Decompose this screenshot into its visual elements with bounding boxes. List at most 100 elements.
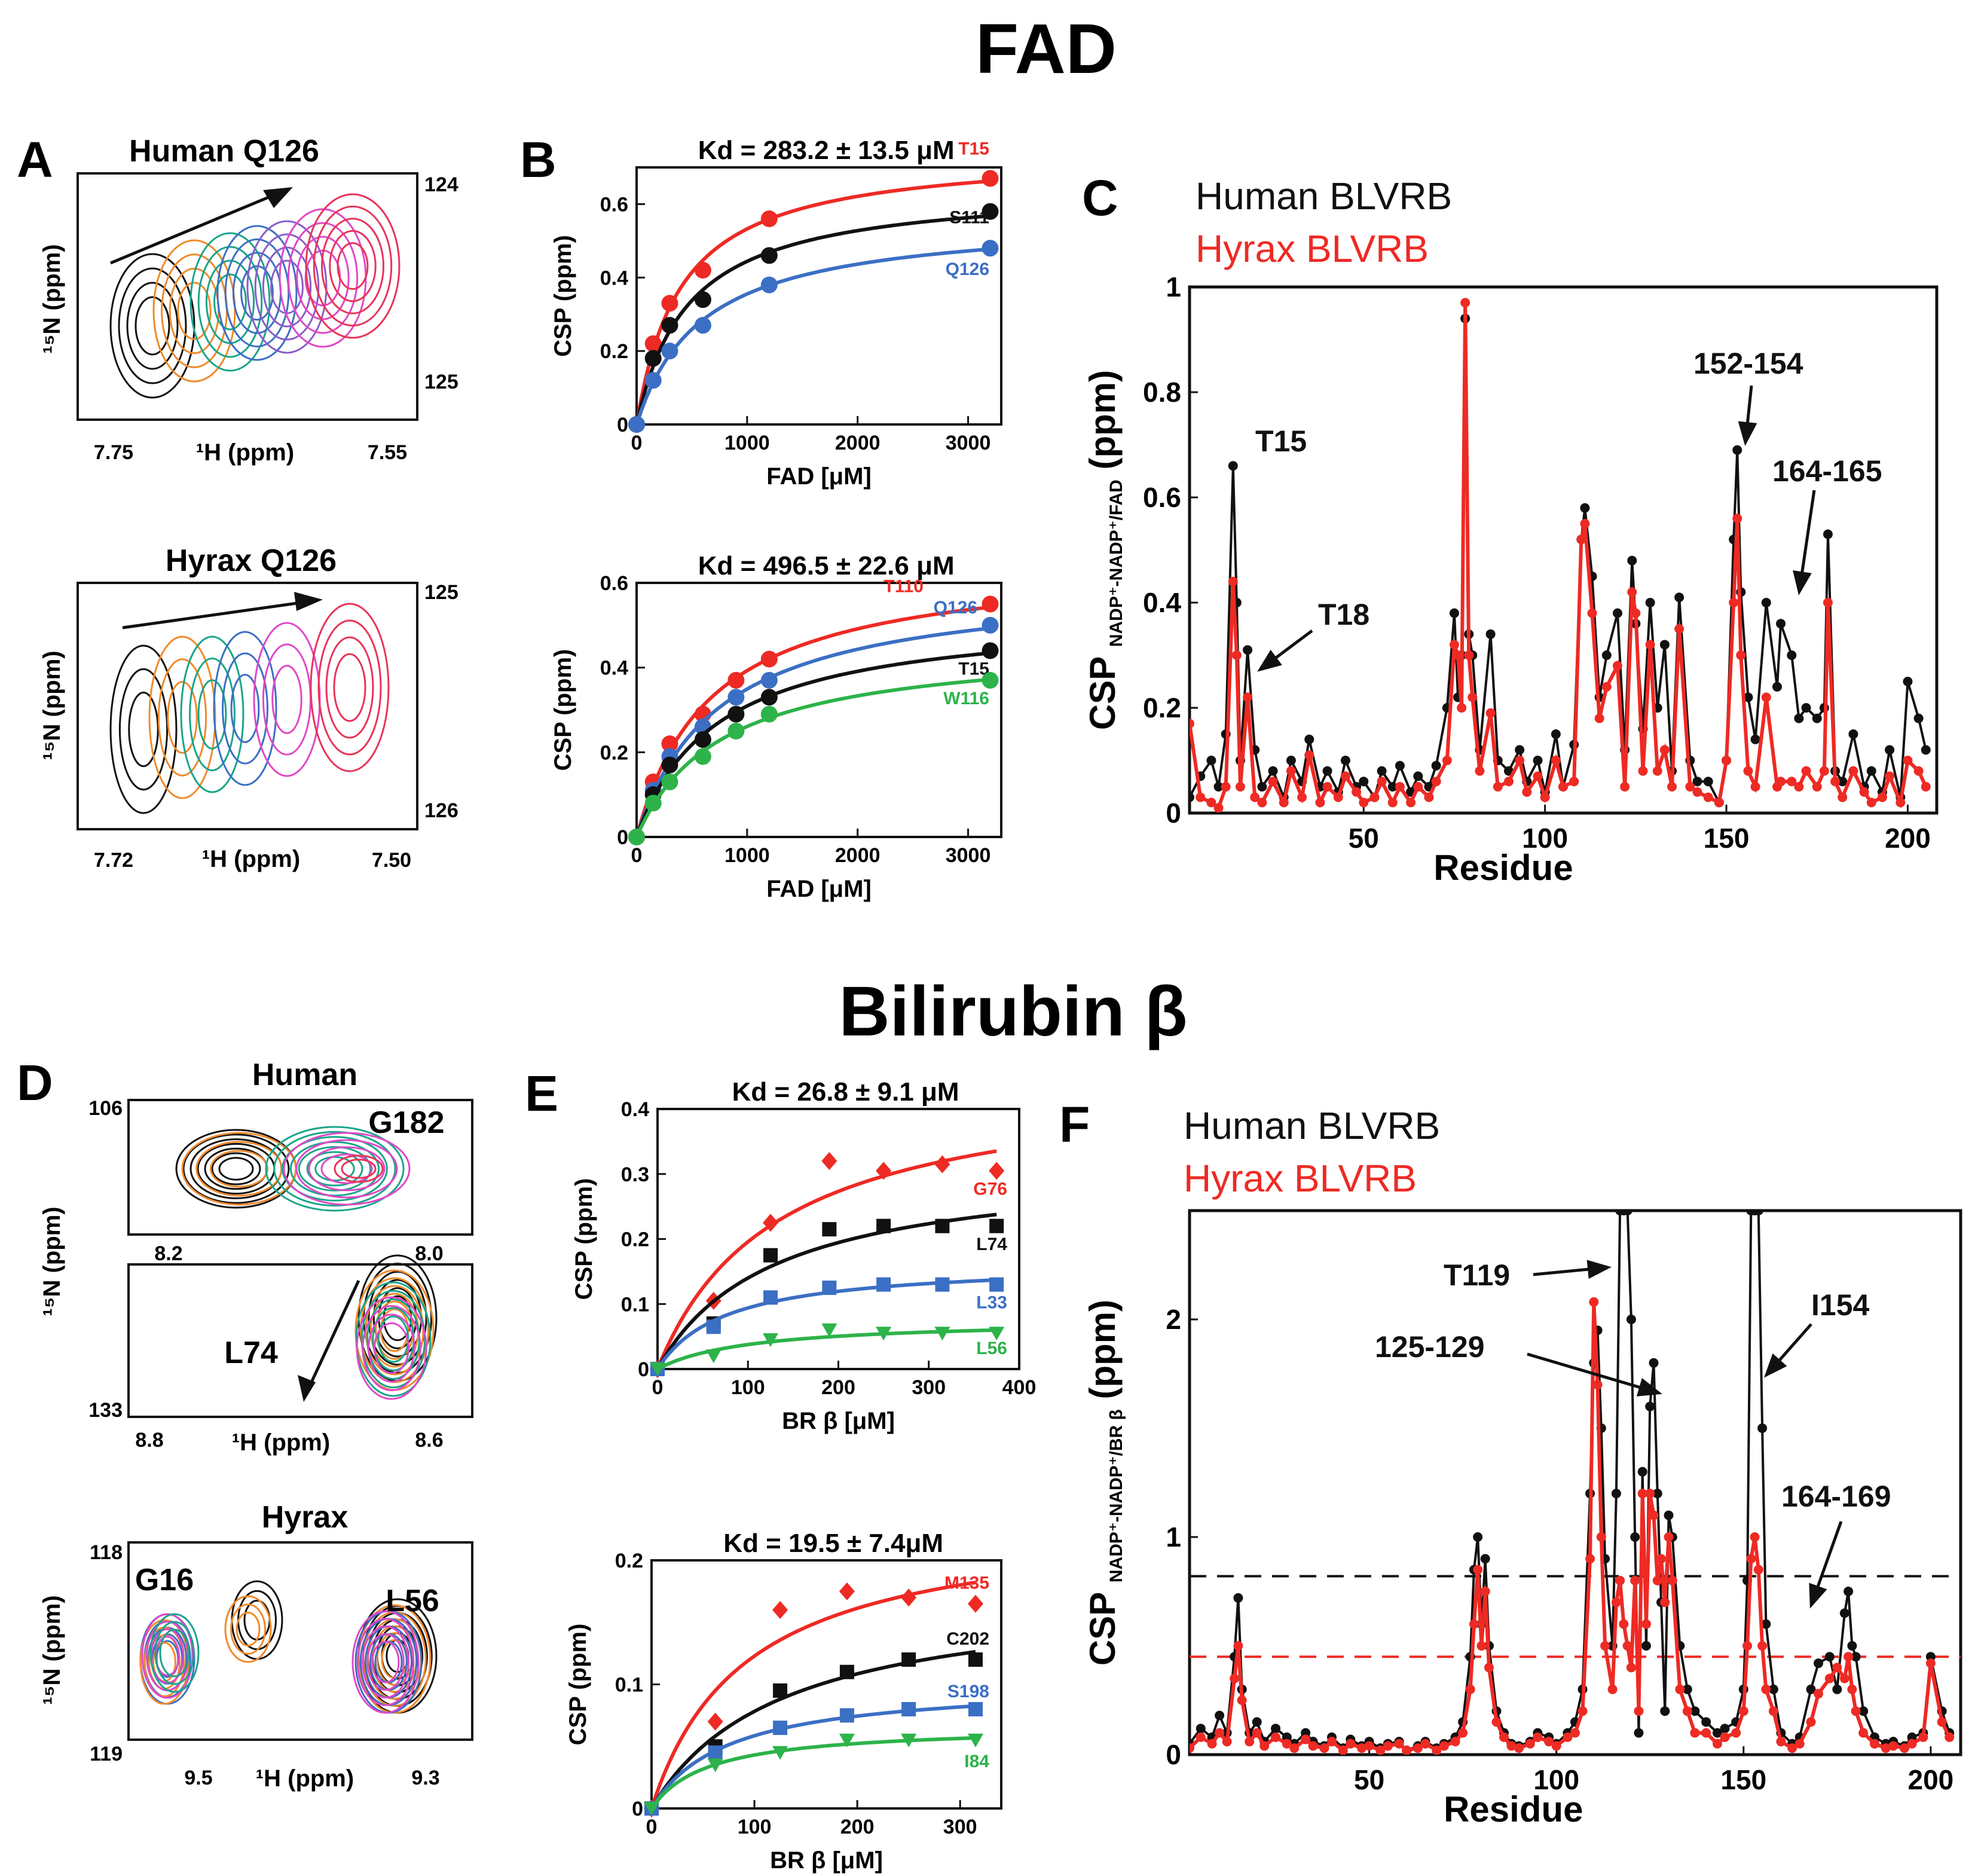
nmr-contour [246, 220, 328, 354]
data-point [1499, 1732, 1509, 1742]
data-point [1843, 1652, 1854, 1662]
data-point [1580, 519, 1590, 528]
plot-area [1190, 1211, 1955, 1755]
fit-curve-m135 [650, 1581, 976, 1809]
data-point [1692, 777, 1702, 787]
data-point [694, 291, 711, 308]
data-point [708, 1745, 723, 1760]
data-point [1690, 1706, 1700, 1716]
annotation-125-129: 125-129 [1375, 1330, 1485, 1364]
data-point [1601, 650, 1612, 660]
data-point [705, 1349, 721, 1364]
data-point [982, 240, 999, 257]
data-point [707, 1712, 723, 1731]
panel-d-g182-ytick: 106 [88, 1097, 123, 1120]
x-tick-label: 100 [731, 1376, 765, 1399]
data-point [763, 1333, 779, 1348]
data-point [1533, 756, 1543, 765]
data-point [1268, 766, 1278, 776]
data-point [1600, 1641, 1610, 1651]
annotation-164-169: 164-169 [1781, 1480, 1891, 1513]
series-label-s111: S111 [949, 208, 989, 228]
data-point [1413, 1743, 1423, 1753]
panel-d-hyrax-ytick-2: 119 [90, 1743, 123, 1765]
data-point [1563, 1732, 1573, 1742]
nmr-contour [351, 1610, 420, 1714]
data-point [982, 671, 999, 689]
data-point [694, 262, 711, 279]
nmr-contour [189, 657, 236, 772]
data-point [1469, 1619, 1479, 1629]
data-point [1692, 787, 1702, 797]
data-point [1587, 608, 1597, 618]
data-point [1206, 798, 1216, 808]
data-point [1457, 703, 1467, 713]
nmr-contour [152, 1642, 176, 1682]
nmr-contour [154, 1621, 195, 1685]
data-point [1394, 1738, 1404, 1749]
nmr-contour [380, 1308, 409, 1352]
data-point [773, 1721, 788, 1736]
data-point [1806, 1717, 1816, 1727]
data-point [1206, 756, 1216, 765]
data-point [661, 295, 678, 312]
panel-letter-b: B [520, 132, 557, 188]
y-tick-label: 0.4 [600, 267, 628, 289]
nmr-contour [317, 619, 382, 756]
y-tick-label: 2 [1166, 1304, 1181, 1335]
panel-a-top-arrow [110, 188, 286, 265]
data-point [901, 1588, 917, 1607]
nmr-contour [273, 1131, 396, 1207]
y-axis-label: CSP (ppm) [565, 1624, 591, 1746]
data-point [1830, 777, 1841, 787]
data-point [1787, 1743, 1797, 1753]
legend-hyrax: Hyrax BLVRB [1184, 1157, 1417, 1200]
data-point [982, 616, 999, 634]
data-point [1558, 782, 1568, 792]
data-point [1685, 782, 1695, 792]
data-point [1589, 1297, 1599, 1307]
data-point [760, 247, 778, 264]
data-point [1824, 1652, 1835, 1662]
data-point [1460, 298, 1470, 308]
panel-a-top-ytick-1: 124 [424, 173, 458, 196]
panel-d-hyrax-frame [127, 1541, 473, 1741]
data-point [1230, 1673, 1240, 1683]
y-tick-label: 0.1 [615, 1674, 643, 1697]
data-point [839, 1582, 855, 1600]
data-point [1613, 608, 1623, 618]
data-point [1190, 719, 1194, 729]
nmr-contour [270, 259, 304, 314]
data-point [1439, 1741, 1449, 1751]
data-point [1525, 1738, 1535, 1749]
nmr-contour [230, 1603, 266, 1655]
panel-a-bottom-title: Hyrax Q126 [166, 543, 337, 578]
series-label-q126: Q126 [934, 598, 977, 618]
nmr-contour [310, 603, 390, 772]
data-point [1580, 503, 1590, 513]
data-point [1235, 782, 1245, 792]
x-tick-label: 0 [652, 1376, 664, 1399]
data-point [1659, 745, 1670, 755]
y-tick-label: 0 [617, 414, 628, 436]
data-point [1753, 1211, 1763, 1215]
nmr-contour [262, 246, 312, 328]
data-point [1881, 1743, 1891, 1753]
x-tick-label: 2000 [835, 844, 881, 867]
data-point [1823, 598, 1833, 607]
data-point [1473, 1532, 1483, 1542]
data-point [1480, 1587, 1490, 1596]
panel-d-hyrax-ytick-1: 118 [90, 1541, 123, 1564]
kd-title: Kd = 496.5 ± 22.6 μM [698, 551, 955, 580]
data-point [1656, 1554, 1667, 1564]
data-point [1736, 650, 1746, 660]
data-point [644, 372, 662, 389]
data-point [1768, 1684, 1778, 1694]
data-point [1838, 792, 1848, 802]
y-axis-label: CSP (ppm) [550, 649, 576, 771]
panel-d-l74-label: L74 [224, 1336, 278, 1370]
data-point [706, 1319, 721, 1334]
x-tick-label: 200 [821, 1376, 855, 1399]
data-point [1869, 1738, 1879, 1749]
